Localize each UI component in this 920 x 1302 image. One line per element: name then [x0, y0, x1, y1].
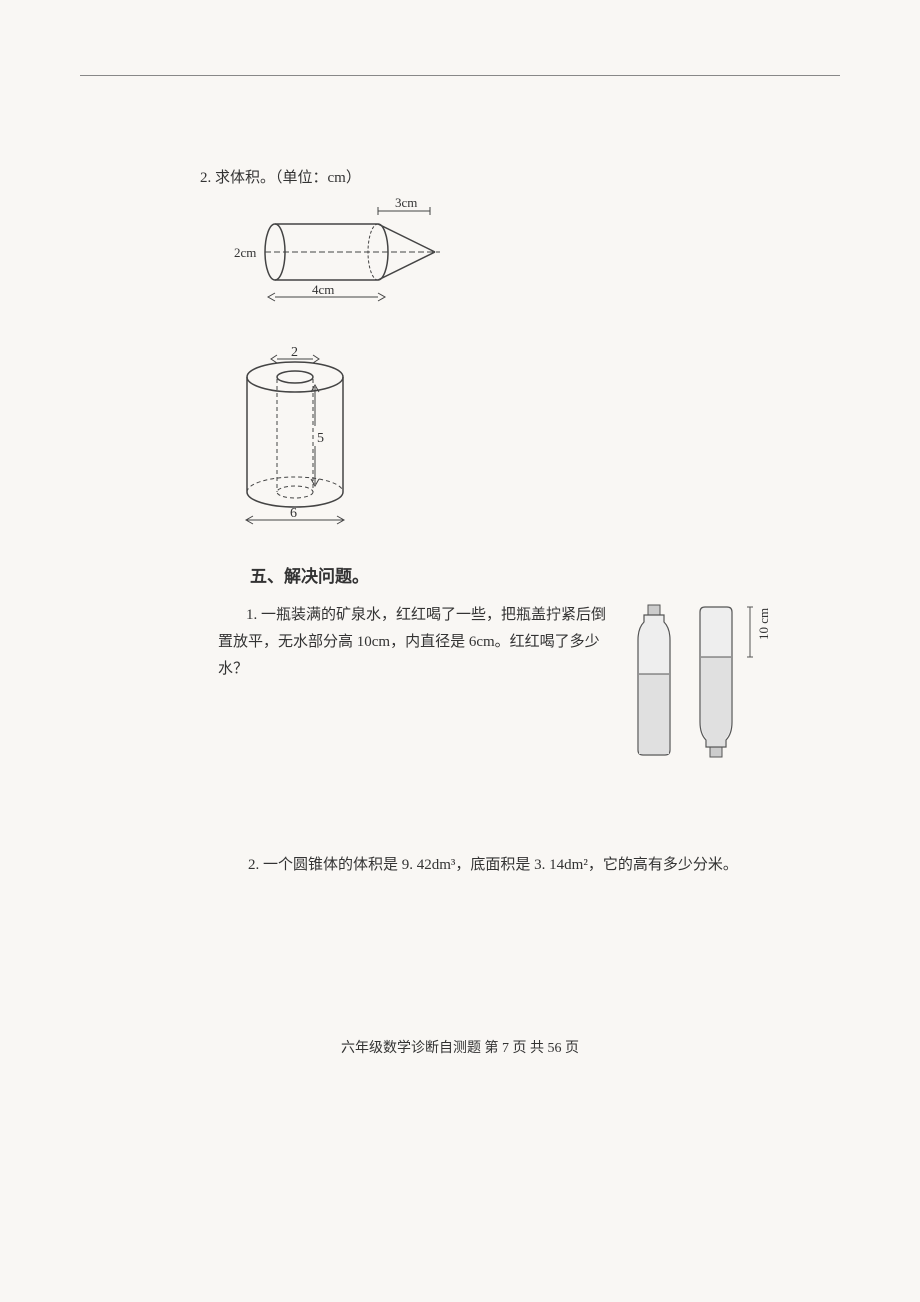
problem-2-header: 2. 求体积。（单位：cm）: [200, 166, 780, 187]
content-area: 2. 求体积。（单位：cm） 3cm: [80, 76, 840, 879]
cylinder-cone-figure: 3cm 2cm 4cm: [230, 197, 490, 317]
page-container: 2. 求体积。（单位：cm） 3cm: [80, 75, 840, 1262]
page-footer: 六年级数学诊断自测题 第 7 页 共 56 页: [80, 1037, 840, 1057]
cone-length-label: 3cm: [395, 197, 417, 210]
inner-diameter-label: 2: [291, 345, 298, 360]
cylinder-length-label: 4cm: [312, 282, 334, 297]
problem-5-1-line1: 1. 一瓶装满的矿泉水，红红喝了一些，把瓶盖拧紧后倒: [200, 602, 620, 629]
height-label: 5: [317, 431, 324, 446]
bottle-figure-container: 10 cm: [630, 602, 780, 777]
problem-5-1-line2: 置放平，无水部分高 10cm，内直径是 6cm。红红喝了多少水？: [200, 629, 620, 683]
section-5-header: 五、解决问题。: [200, 562, 780, 587]
outer-diameter-label: 6: [290, 506, 297, 521]
hollow-cylinder-figure: 2 5 6: [220, 342, 400, 532]
bottle-figure: 10 cm: [630, 602, 780, 772]
cylinder-radius-label: 2cm: [234, 245, 256, 260]
figure-1-container: 3cm 2cm 4cm: [230, 197, 780, 322]
problem-5-1-container: 1. 一瓶装满的矿泉水，红红喝了一些，把瓶盖拧紧后倒 置放平，无水部分高 10c…: [200, 602, 780, 777]
problem-5-2-text: 2. 一个圆锥体的体积是 9. 42dm³，底面积是 3. 14dm²，它的高有…: [200, 852, 780, 879]
figure-2-container: 2 5 6: [220, 342, 780, 537]
bottle-height-label: 10 cm: [756, 608, 771, 640]
